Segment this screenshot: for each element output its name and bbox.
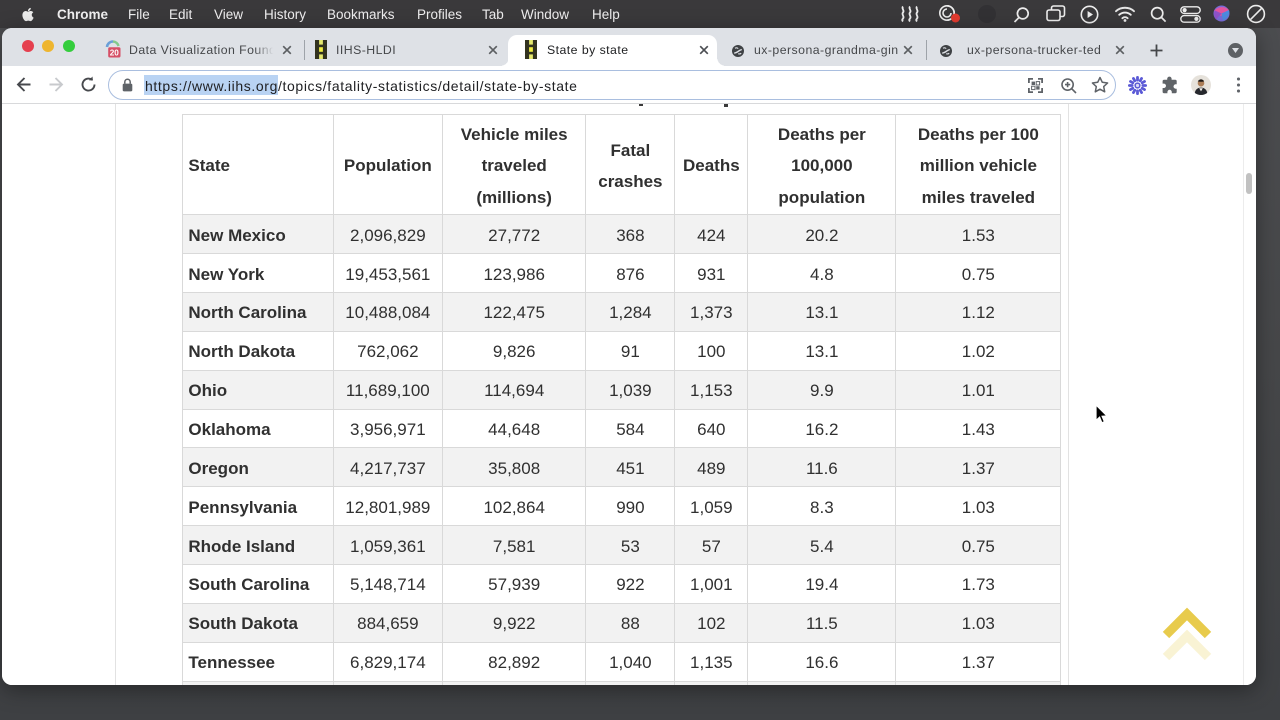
- svg-text:20: 20: [110, 48, 120, 57]
